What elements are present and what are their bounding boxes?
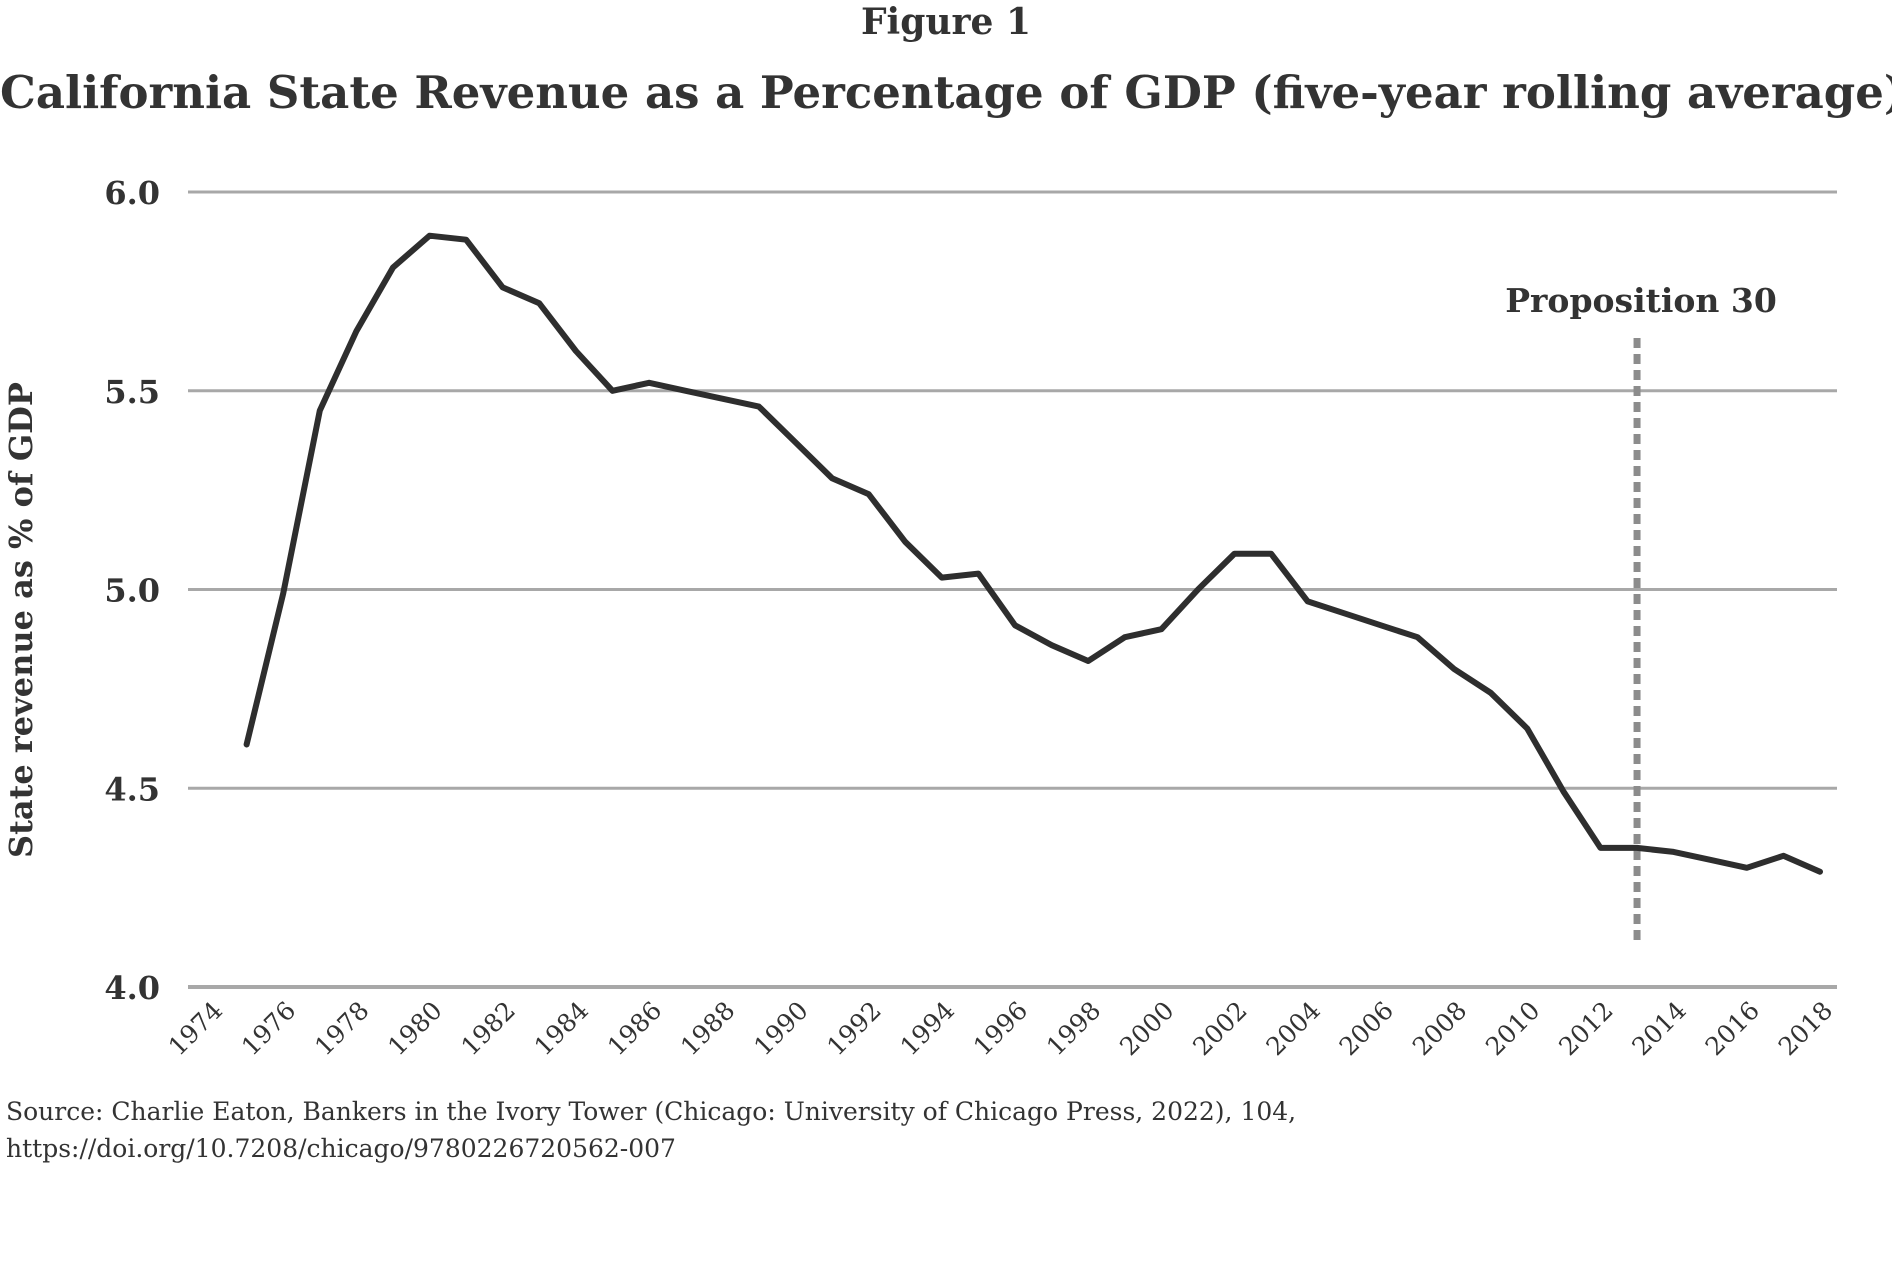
x-tick-label: 2010: [1480, 996, 1545, 1061]
x-tick-label: 1990: [748, 996, 813, 1061]
x-tick-label: 2012: [1553, 996, 1618, 1061]
source-doi-link[interactable]: https://doi.org/10.7208/chicago/97802267…: [6, 1134, 676, 1163]
y-tick-label: 6.0: [104, 174, 160, 212]
y-tick-labels: 4.0 4.5 5.0 5.5 6.0: [104, 174, 160, 1007]
x-tick-label: 1992: [821, 996, 886, 1061]
y-tick-label: 5.5: [104, 373, 160, 411]
x-tick-label: 1996: [968, 996, 1033, 1061]
x-tick-label: 2014: [1626, 996, 1691, 1061]
x-tick-label: 1986: [602, 996, 667, 1061]
x-tick-label: 2008: [1407, 996, 1472, 1061]
x-tick-label: 1982: [455, 996, 520, 1061]
series: [243, 232, 1823, 875]
x-tick-label: 2004: [1260, 996, 1325, 1061]
x-tick-label: 1976: [236, 996, 301, 1061]
x-tick-label: 2000: [1114, 996, 1179, 1061]
x-tick-label: 2006: [1334, 996, 1399, 1061]
x-tick-label: 2018: [1773, 996, 1838, 1061]
x-tick-label: 1994: [895, 996, 960, 1061]
x-tick-label: 1974: [163, 996, 228, 1061]
y-axis-label: State revenue as % of GDP: [2, 382, 40, 858]
y-tick-label: 5.0: [104, 572, 160, 610]
figure-label: Figure 1: [860, 1, 1032, 43]
y-tick-label: 4.0: [104, 969, 160, 1007]
proposition-30-label: Proposition 30: [1505, 281, 1777, 320]
x-tick-label: 1980: [382, 996, 447, 1061]
x-tick-label: 2016: [1700, 996, 1765, 1061]
chart-title: California State Revenue as a Percentage…: [0, 66, 1892, 119]
source-citation: Source: Charlie Eaton, Bankers in the Iv…: [6, 1097, 1297, 1126]
annotations: Proposition 30: [1505, 281, 1777, 945]
x-tick-label: 1988: [675, 996, 740, 1061]
series-line-revenue: [243, 232, 1823, 875]
y-tick-label: 4.5: [104, 770, 160, 808]
x-tick-label: 1984: [529, 996, 594, 1061]
x-tick-label: 1998: [1041, 996, 1106, 1061]
x-tick-label: 1978: [309, 996, 374, 1061]
x-tick-label: 2002: [1187, 996, 1252, 1061]
x-tick-labels: 1974 1976 1978 1980 1982 1984 1986 1988 1990 1992…: [163, 996, 1838, 1061]
